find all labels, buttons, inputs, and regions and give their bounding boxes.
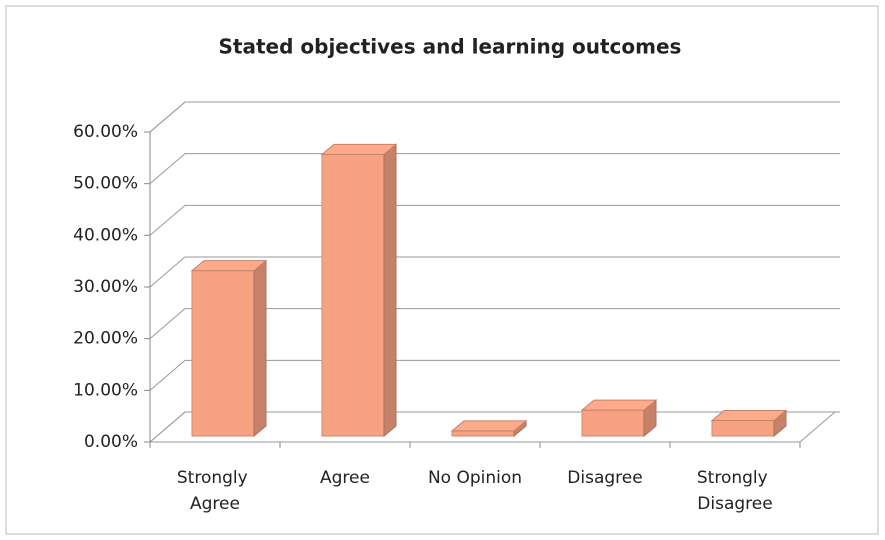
- bar: [581, 409, 645, 437]
- x-tick-label: No Opinion: [428, 468, 522, 488]
- bar-side: [253, 259, 267, 438]
- y-tick-label: 0.00%: [84, 432, 138, 452]
- bar: [711, 420, 775, 437]
- bar: [451, 430, 515, 437]
- y-tick-label: 30.00%: [73, 277, 138, 297]
- y-tick-label: 40.00%: [73, 225, 138, 245]
- x-tick-label-line: Strongly: [177, 468, 253, 488]
- x-tick-label: Strongly Disagree: [697, 468, 773, 514]
- grid-line: [149, 359, 840, 391]
- bar-top: [580, 399, 658, 411]
- chart-title: Stated objectives and learning outcomes: [219, 35, 682, 59]
- bar: [321, 153, 385, 437]
- x-tick-label-line: Agree: [190, 494, 240, 514]
- grid-line: [149, 256, 840, 288]
- chart-frame: [5, 5, 879, 535]
- y-tick-label: 10.00%: [73, 380, 138, 400]
- grid-line: [149, 308, 840, 340]
- bar: [191, 270, 255, 437]
- grid-line: [149, 101, 840, 133]
- x-tick-label: Disagree: [567, 468, 642, 488]
- grid-line: [149, 204, 840, 236]
- bar-top: [320, 143, 398, 155]
- bar-top: [710, 410, 788, 421]
- x-tick-label-line: Strongly: [697, 468, 773, 488]
- y-tick-label: 20.00%: [73, 329, 138, 349]
- y-tick-label: 50.00%: [73, 174, 138, 194]
- bar-top: [450, 420, 528, 432]
- bar-side: [383, 143, 397, 438]
- x-tick-label: Agree: [320, 468, 370, 488]
- bar-top: [190, 260, 268, 272]
- grid-line: [149, 153, 840, 185]
- y-tick-label: 60.00%: [73, 122, 138, 142]
- x-tick-label: Strongly Agree: [177, 468, 253, 514]
- x-tick-label-line: Disagree: [697, 494, 772, 514]
